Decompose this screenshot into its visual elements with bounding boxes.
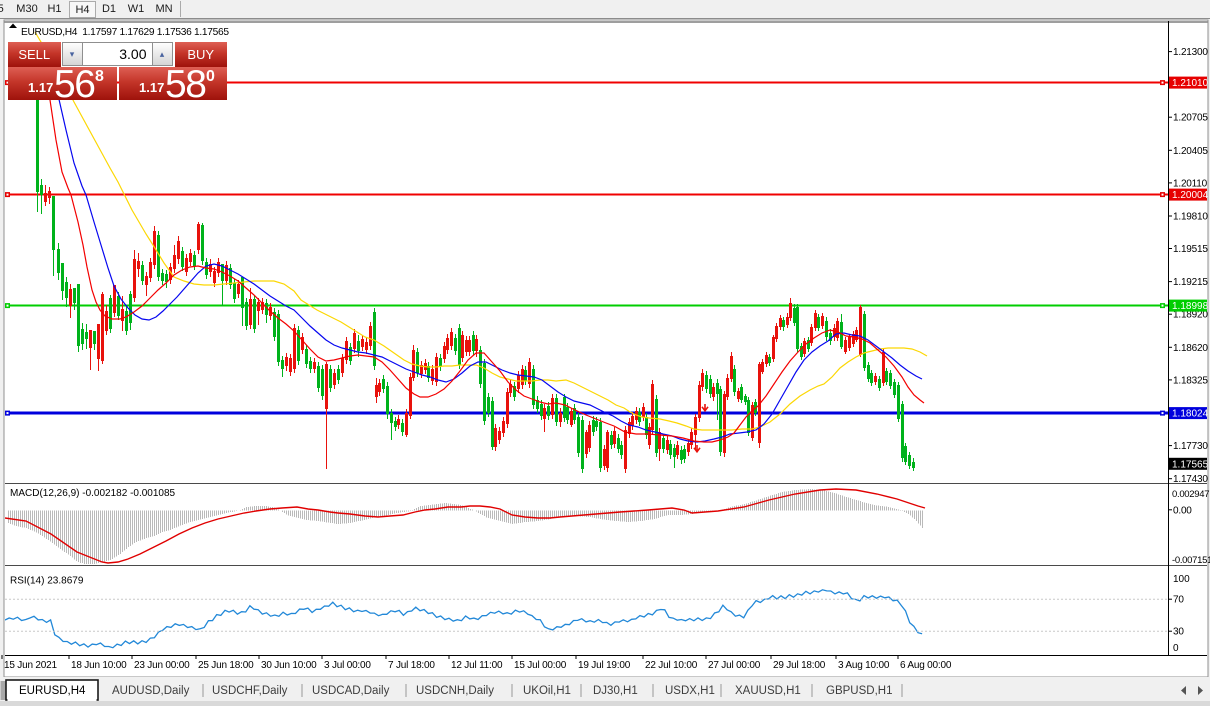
svg-text:30 Jun 10:00: 30 Jun 10:00	[261, 660, 317, 671]
svg-text:15 Jun 2021: 15 Jun 2021	[4, 660, 57, 671]
svg-text:USDX,H1: USDX,H1	[665, 685, 715, 697]
svg-text:-0.007151: -0.007151	[1172, 555, 1210, 566]
svg-text:XAUUSD,H1: XAUUSD,H1	[735, 685, 801, 697]
svg-text:EURUSD,H4: EURUSD,H4	[19, 685, 86, 697]
svg-text:30: 30	[1173, 627, 1184, 638]
svg-text:1.20705: 1.20705	[1173, 113, 1208, 124]
svg-text:1.17565: 1.17565	[1172, 459, 1209, 470]
svg-text:12 Jul 11:00: 12 Jul 11:00	[451, 660, 503, 671]
svg-text:0: 0	[1173, 643, 1179, 654]
svg-text:0.00: 0.00	[1173, 505, 1192, 516]
svg-text:15 Jul 00:00: 15 Jul 00:00	[514, 660, 567, 671]
svg-text:3 Jul 00:00: 3 Jul 00:00	[324, 660, 371, 671]
svg-text:1.17430: 1.17430	[1173, 474, 1208, 485]
svg-text:1.18920: 1.18920	[1173, 310, 1208, 321]
svg-text:70: 70	[1173, 595, 1184, 606]
svg-text:MACD(12,26,9) -0.002182 -0.001: MACD(12,26,9) -0.002182 -0.001085	[10, 488, 176, 499]
svg-text:USDCNH,Daily: USDCNH,Daily	[416, 685, 494, 697]
svg-text:DJ30,H1: DJ30,H1	[593, 685, 638, 697]
svg-text:3 Aug 10:00: 3 Aug 10:00	[838, 660, 890, 671]
svg-text:USDCHF,Daily: USDCHF,Daily	[212, 685, 288, 697]
svg-text:GBPUSD,H1: GBPUSD,H1	[826, 685, 892, 697]
svg-text:1.19515: 1.19515	[1173, 244, 1208, 255]
svg-text:25 Jun 18:00: 25 Jun 18:00	[198, 660, 254, 671]
svg-text:29 Jul 18:00: 29 Jul 18:00	[773, 660, 826, 671]
svg-text:7 Jul 18:00: 7 Jul 18:00	[388, 660, 435, 671]
svg-text:6 Aug 00:00: 6 Aug 00:00	[900, 660, 952, 671]
svg-text:1.20110: 1.20110	[1173, 178, 1208, 189]
svg-text:1.20405: 1.20405	[1173, 146, 1208, 157]
svg-text:19 Jul 19:00: 19 Jul 19:00	[578, 660, 631, 671]
svg-text:1.18998: 1.18998	[1172, 301, 1209, 312]
svg-text:1.21300: 1.21300	[1173, 47, 1208, 58]
svg-text:1.20004: 1.20004	[1172, 190, 1209, 201]
svg-text:RSI(14) 23.8679: RSI(14) 23.8679	[10, 576, 84, 587]
svg-text:1.18620: 1.18620	[1173, 343, 1208, 354]
svg-text:100: 100	[1173, 574, 1190, 585]
svg-text:EURUSD,H4 1.17597 1.17629 1.1: EURUSD,H4 1.17597 1.17629 1.17536 1.1756…	[21, 27, 229, 38]
svg-text:1.18024: 1.18024	[1172, 409, 1209, 420]
svg-text:1.19810: 1.19810	[1173, 212, 1208, 223]
svg-text:22 Jul 10:00: 22 Jul 10:00	[645, 660, 698, 671]
svg-text:AUDUSD,Daily: AUDUSD,Daily	[112, 685, 190, 697]
svg-text:27 Jul 00:00: 27 Jul 00:00	[708, 660, 761, 671]
svg-text:23 Jun 00:00: 23 Jun 00:00	[134, 660, 190, 671]
svg-text:1.21010: 1.21010	[1172, 78, 1209, 89]
svg-text:USDCAD,Daily: USDCAD,Daily	[312, 685, 390, 697]
svg-text:0.002947: 0.002947	[1172, 489, 1209, 500]
svg-text:1.17730: 1.17730	[1173, 441, 1208, 452]
svg-text:UKOil,H1: UKOil,H1	[523, 685, 571, 697]
svg-text:18 Jun 10:00: 18 Jun 10:00	[71, 660, 127, 671]
svg-text:1.18325: 1.18325	[1173, 375, 1208, 386]
svg-text:1.19215: 1.19215	[1173, 277, 1208, 288]
